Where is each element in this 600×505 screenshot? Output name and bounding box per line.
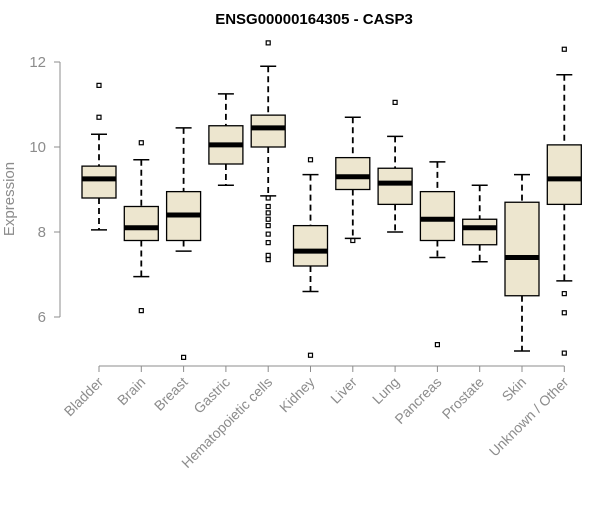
outlier-point	[561, 46, 567, 52]
box-group	[546, 46, 582, 356]
box-group	[250, 40, 286, 263]
outlier-point	[265, 223, 271, 229]
y-tick-label: 6	[38, 309, 46, 326]
y-tick-label: 10	[29, 139, 46, 156]
box-group	[462, 184, 498, 263]
outlier-point	[307, 352, 314, 358]
y-tick-label: 12	[29, 54, 46, 71]
box-iqr	[419, 190, 456, 242]
outlier-point	[96, 82, 102, 88]
box-group	[419, 161, 456, 348]
outlier-point	[265, 40, 271, 46]
outlier-point	[265, 231, 271, 237]
outlier-point	[265, 210, 271, 216]
x-tick-label: Skin	[499, 374, 530, 405]
outlier-point	[307, 157, 314, 163]
outlier-point	[350, 237, 356, 244]
box-group	[208, 93, 244, 186]
box-group	[292, 157, 329, 358]
box-iqr	[377, 167, 413, 206]
box-iqr	[335, 156, 371, 191]
box-iqr	[81, 165, 117, 199]
x-tick-label: Lung	[369, 374, 402, 407]
outlier-point	[181, 354, 187, 360]
outlier-point	[265, 240, 271, 246]
outlier-point	[265, 216, 271, 222]
outlier-point	[138, 308, 144, 314]
box-group	[123, 140, 159, 314]
box-iqr	[250, 114, 286, 148]
x-tick-label: Kidney	[276, 374, 318, 416]
outlier-point	[265, 257, 271, 263]
x-tick-label: Breast	[151, 374, 191, 414]
y-axis: 6 8 10 12	[29, 54, 61, 326]
boxes	[81, 40, 582, 360]
box-iqr	[546, 144, 582, 206]
x-tick-label: Pancreas	[391, 374, 444, 427]
outlier-point	[561, 350, 567, 356]
outlier-point	[265, 195, 271, 201]
outlier-point	[265, 203, 271, 210]
box-group	[335, 116, 371, 244]
outlier-point	[138, 140, 144, 146]
box-group	[81, 82, 117, 231]
box-group	[165, 127, 202, 360]
x-tick-label: Prostate	[439, 374, 487, 422]
chart-title: ENSG00000164305 - CASP3	[215, 11, 413, 28]
x-tick-label: Unknown / Other	[486, 374, 572, 460]
box-iqr	[123, 205, 159, 242]
y-axis-label: Expression	[1, 162, 18, 236]
outlier-point	[392, 99, 398, 105]
x-tick-label: Liver	[327, 374, 360, 407]
box-iqr	[504, 201, 540, 297]
box-iqr	[462, 218, 498, 246]
outlier-point	[561, 310, 567, 316]
box-group	[377, 99, 413, 233]
outlier-point	[265, 252, 271, 258]
outlier-point	[96, 114, 102, 120]
box-group	[504, 173, 540, 352]
x-tick-label: Brain	[114, 374, 148, 408]
y-tick-label: 8	[38, 224, 46, 241]
outlier-point	[434, 342, 440, 348]
x-tick-label: Bladder	[61, 374, 107, 420]
outlier-point	[561, 291, 567, 297]
box-iqr	[292, 224, 329, 267]
